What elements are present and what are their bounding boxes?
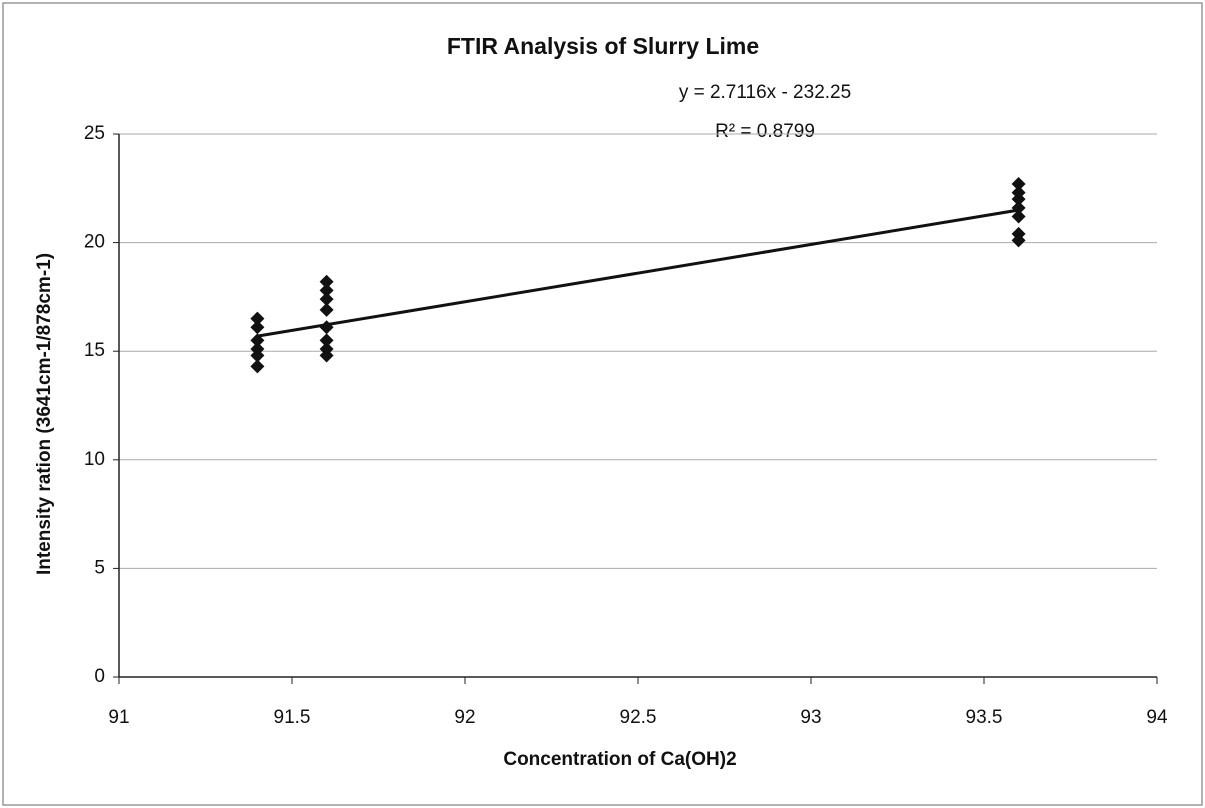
point bbox=[319, 348, 334, 363]
y-tick-label: 15 bbox=[84, 340, 105, 361]
x-tick-label: 93 bbox=[800, 707, 821, 728]
point bbox=[319, 274, 334, 289]
point bbox=[250, 333, 265, 348]
point bbox=[250, 320, 265, 335]
x-axis-label: Concentration of Ca(OH)2 bbox=[503, 749, 736, 770]
x-tick-label: 91.5 bbox=[274, 707, 311, 728]
point bbox=[319, 333, 334, 348]
x-tick-label: 94 bbox=[1146, 707, 1168, 728]
chart-title: FTIR Analysis of Slurry Lime bbox=[447, 33, 759, 59]
point bbox=[1011, 200, 1026, 215]
point bbox=[250, 348, 265, 363]
x-tick-label: 92.5 bbox=[620, 707, 657, 728]
x-tick-label: 91 bbox=[108, 707, 129, 728]
point bbox=[319, 320, 334, 335]
x-tick-label: 92 bbox=[454, 707, 475, 728]
y-axis-label: Intensity ration (3641cm-1/878cm-1) bbox=[34, 253, 55, 575]
point bbox=[319, 302, 334, 317]
point bbox=[319, 283, 334, 298]
point bbox=[250, 359, 265, 374]
y-tick-label: 10 bbox=[84, 449, 105, 470]
r-squared: R² = 0.8799 bbox=[715, 121, 815, 142]
trend-equation: y = 2.7116x - 232.25 bbox=[679, 82, 851, 103]
y-tick-label: 20 bbox=[84, 232, 105, 253]
y-tick-label: 5 bbox=[94, 557, 105, 578]
point bbox=[319, 292, 334, 307]
point bbox=[1011, 209, 1026, 224]
point bbox=[250, 311, 265, 326]
point bbox=[1011, 192, 1026, 207]
point bbox=[1011, 233, 1026, 248]
y-tick-label: 0 bbox=[94, 666, 105, 687]
trendline bbox=[257, 208, 1019, 338]
point bbox=[1011, 176, 1026, 191]
x-tick-label: 93.5 bbox=[966, 707, 1003, 728]
y-tick-label: 25 bbox=[84, 123, 105, 144]
